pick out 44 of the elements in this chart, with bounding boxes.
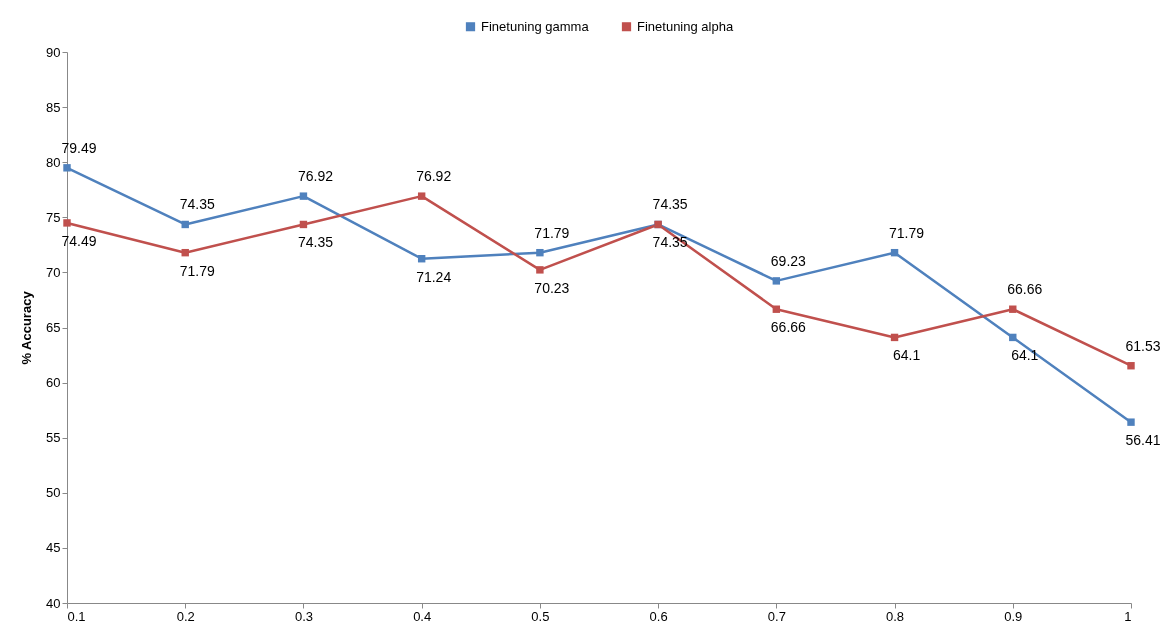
y-tick-label: 60	[46, 375, 61, 391]
data-label: 79.49	[61, 139, 97, 156]
x-tick-label: 0.5	[531, 608, 550, 624]
data-label: 56.41	[1125, 432, 1161, 449]
x-tick-label: 0.8	[886, 608, 905, 624]
data-label: 66.66	[770, 319, 807, 336]
y-tick-label: 70	[46, 264, 61, 280]
x-tick-label: 1	[1124, 608, 1132, 624]
data-label: 61.53	[1125, 337, 1161, 354]
y-tick-label: 85	[46, 99, 61, 115]
x-tick-label: 0.7	[767, 608, 786, 624]
y-axis-title: % Accuracy	[19, 290, 35, 365]
y-tick-label: 40	[46, 595, 61, 611]
data-label: 71.79	[534, 224, 570, 241]
data-label: 69.23	[770, 252, 807, 269]
data-label: 71.24	[416, 268, 452, 285]
y-tick-label: 65	[46, 320, 61, 335]
data-label: 74.35	[652, 234, 688, 251]
data-label: 64.1	[1011, 347, 1039, 364]
x-tick-label: 0.6	[649, 608, 668, 624]
data-label: 66.66	[1007, 281, 1043, 298]
y-tick-label: 75	[46, 209, 61, 225]
x-tick-label: 0.4	[413, 608, 432, 624]
data-label: 76.92	[416, 168, 452, 185]
data-label: 74.35	[652, 196, 688, 213]
y-tick-label: 80	[46, 154, 61, 170]
data-label: 71.79	[889, 224, 925, 241]
x-tick-label: 0.3	[294, 608, 313, 624]
x-tick-label: 0.1	[67, 608, 86, 624]
y-tick-label: 55	[46, 430, 61, 446]
data-label: 70.23	[534, 279, 570, 296]
x-tick-label: 0.9	[1004, 608, 1023, 624]
data-label: 74.35	[179, 196, 215, 213]
x-tick-label: 0.2	[176, 608, 195, 624]
data-label: 74.49	[61, 232, 97, 249]
y-tick-label: 50	[46, 485, 61, 501]
data-label: 74.35	[297, 234, 334, 251]
legend-label: Finetuning gamma	[481, 18, 590, 34]
legend-label: Finetuning alpha	[637, 18, 734, 34]
data-label: 71.79	[179, 262, 215, 279]
data-label: 76.92	[297, 168, 334, 185]
data-label: 64.1	[892, 347, 921, 364]
y-tick-label: 90	[46, 44, 61, 60]
y-tick-label: 45	[46, 540, 61, 556]
